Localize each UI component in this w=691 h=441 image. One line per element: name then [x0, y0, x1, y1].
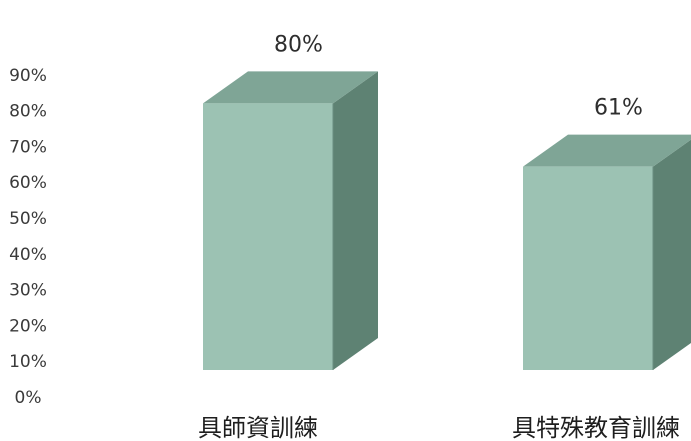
bar-top-face: [523, 134, 691, 167]
bars: [203, 71, 691, 370]
y-axis-ticks: 0% 10% 20% 30% 40% 50% 60% 70% 80% 90%: [9, 66, 47, 408]
bar-side-face: [333, 71, 378, 370]
category-labels: 具師資訓練 具特殊教育訓練: [198, 414, 680, 441]
y-tick-label: 50%: [9, 209, 47, 229]
bar-front-face: [203, 103, 333, 370]
bar: [203, 71, 378, 370]
y-tick-label: 0%: [15, 388, 42, 408]
category-label: 具師資訓練: [198, 414, 318, 441]
y-tick-label: 10%: [9, 352, 47, 372]
bar-front-face: [523, 166, 653, 370]
bar-top-face: [203, 71, 378, 104]
y-tick-label: 30%: [9, 281, 47, 301]
y-tick-label: 40%: [9, 245, 47, 265]
y-tick-label: 60%: [9, 173, 47, 193]
data-label: 80%: [274, 32, 323, 57]
data-label: 61%: [594, 96, 643, 121]
y-tick-label: 20%: [9, 316, 47, 336]
y-tick-label: 80%: [9, 102, 47, 122]
data-labels: 80% 61%: [274, 32, 643, 120]
y-tick-label: 90%: [9, 66, 47, 86]
bar-side-face: [653, 139, 691, 370]
category-label: 具特殊教育訓練: [512, 414, 680, 441]
y-tick-label: 70%: [9, 137, 47, 157]
bar: [523, 134, 691, 370]
